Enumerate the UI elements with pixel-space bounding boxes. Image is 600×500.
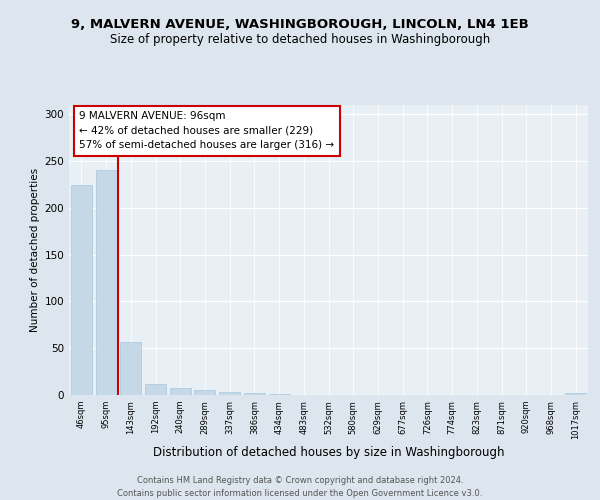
Bar <box>244 393 265 395</box>
Bar <box>194 390 215 395</box>
Bar <box>120 342 141 395</box>
Bar <box>170 388 191 395</box>
Bar <box>219 392 240 395</box>
X-axis label: Distribution of detached houses by size in Washingborough: Distribution of detached houses by size … <box>153 446 504 459</box>
Bar <box>565 393 586 395</box>
Bar <box>145 384 166 395</box>
Text: 9, MALVERN AVENUE, WASHINGBOROUGH, LINCOLN, LN4 1EB: 9, MALVERN AVENUE, WASHINGBOROUGH, LINCO… <box>71 18 529 30</box>
Bar <box>95 170 116 395</box>
Bar <box>71 184 92 395</box>
Y-axis label: Number of detached properties: Number of detached properties <box>30 168 40 332</box>
Text: Size of property relative to detached houses in Washingborough: Size of property relative to detached ho… <box>110 32 490 46</box>
Text: Contains HM Land Registry data © Crown copyright and database right 2024.
Contai: Contains HM Land Registry data © Crown c… <box>118 476 482 498</box>
Text: 9 MALVERN AVENUE: 96sqm
← 42% of detached houses are smaller (229)
57% of semi-d: 9 MALVERN AVENUE: 96sqm ← 42% of detache… <box>79 111 335 150</box>
Bar <box>269 394 290 395</box>
